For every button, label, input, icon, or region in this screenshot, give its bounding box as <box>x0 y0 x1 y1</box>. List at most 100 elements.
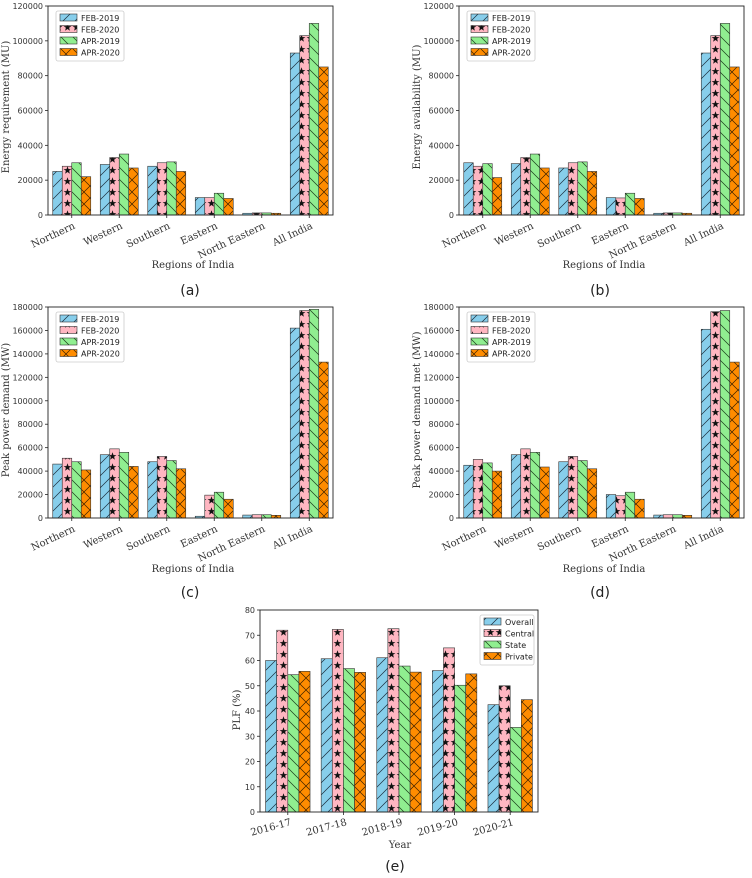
chart-c-category-label: Northern <box>30 524 78 554</box>
chart-d-bar <box>472 459 484 519</box>
chart-b-category-label: All India <box>681 221 725 249</box>
chart-b: 0 20000 40000 60000 80000 100000 120000 Norther… <box>412 2 745 299</box>
chart-d-axes-frame <box>458 306 745 519</box>
chart-a-ytick-label: 80000 <box>18 72 43 81</box>
chart-a: 0 20000 40000 60000 80000 100000 120000 Norther… <box>1 2 334 299</box>
chart-b-ylabel: Energy availability (MU) <box>412 44 423 169</box>
chart-c-ytick-label: 120000 <box>12 373 43 382</box>
chart-c-bar <box>109 448 120 519</box>
chart-e-ytick-label: 50 <box>245 682 255 691</box>
chart-b-category-label: Northern <box>441 221 489 251</box>
chart-b-bar <box>472 165 484 216</box>
chart-a-ytick-label: 20000 <box>18 176 43 185</box>
chart-b-ytick-label: 120000 <box>423 2 454 11</box>
chart-e-bar <box>521 699 533 813</box>
chart-c-ytick-label: 0 <box>38 514 43 523</box>
chart-c-bar <box>204 494 215 519</box>
chart-b-ytick-label: 40000 <box>429 141 454 150</box>
chart-d-legend-item: APR-2019 <box>470 337 531 347</box>
chart-b-bar <box>700 52 712 216</box>
chart-c-legend-item: APR-2019 <box>59 337 120 347</box>
chart-e-ytick-label: 30 <box>245 732 255 741</box>
chart-b-legend-label: FEB-2019 <box>492 14 530 23</box>
chart-c-ytick-label: 160000 <box>12 326 43 335</box>
chart-d-legend-label: FEB-2019 <box>492 315 530 324</box>
chart-e-legend-item: Central <box>483 629 534 639</box>
chart-b-bar <box>634 198 645 216</box>
chart-e-legend-label: Central <box>505 630 534 639</box>
chart-d-bar <box>482 462 493 519</box>
chart-d-bar <box>672 514 683 519</box>
chart-b-bar <box>615 197 626 216</box>
chart-a-ytick-label: 100000 <box>12 37 43 46</box>
chart-d-xlabel: Regions of India <box>563 564 646 575</box>
chart-d-category-label: All India <box>681 524 725 552</box>
chart-e-ytick-label: 40 <box>245 707 255 716</box>
chart-e-bar <box>487 704 500 813</box>
chart-d-bar <box>510 454 522 519</box>
chart-a-legend-item: APR-2020 <box>59 48 120 58</box>
chart-a-legend-item: FEB-2019 <box>59 13 119 23</box>
chart-e-bar <box>432 670 444 813</box>
chart-b-legend-label: APR-2019 <box>492 37 531 46</box>
chart-a-bar <box>318 66 329 216</box>
chart-e-category-label: 2017-18 <box>305 817 348 838</box>
chart-c-xlabel: Regions of India <box>152 564 235 575</box>
chart-a-bar <box>308 23 320 216</box>
chart-a-ytick-label: 0 <box>38 211 43 220</box>
chart-e-category-label: 2020-21 <box>472 817 515 838</box>
chart-e-bar <box>287 674 300 813</box>
chart-d-bar <box>491 470 503 519</box>
chart-e-xlabel: Year <box>388 840 412 851</box>
chart-c-bar <box>166 460 177 519</box>
chart-d-ytick-label: 20000 <box>429 491 454 500</box>
chart-c-category-label: Western <box>82 524 125 552</box>
chart-b-bar <box>577 161 588 216</box>
chart-e-bar <box>387 628 400 813</box>
chart-b-bar <box>586 171 598 216</box>
chart-d-bar <box>710 311 721 519</box>
chart-b-ytick-label: 100000 <box>423 37 454 46</box>
chart-e-bar <box>398 665 411 813</box>
chart-a-category-label: Northern <box>30 221 78 251</box>
chart-c-bar <box>128 466 139 519</box>
chart-e-caption: (e) <box>385 859 405 875</box>
chart-b-category-label: Western <box>493 221 536 249</box>
chart-d-bar <box>729 361 740 519</box>
chart-d-bar <box>700 328 712 519</box>
chart-c-legend-item: APR-2020 <box>59 349 120 359</box>
chart-d-ytick-label: 160000 <box>423 326 454 335</box>
chart-c-ylabel: Peak power demand (MW) <box>1 343 12 477</box>
chart-d-bar <box>539 466 550 519</box>
chart-c-bar <box>52 463 63 519</box>
chart-e-bar <box>409 671 422 813</box>
chart-a-bar <box>128 167 139 216</box>
chart-d-legend-item: FEB-2020 <box>470 326 530 336</box>
chart-c-bar <box>80 469 92 519</box>
chart-e-ytick-label: 10 <box>245 783 255 792</box>
chart-d-ytick-label: 80000 <box>429 420 454 429</box>
chart-a-bar <box>118 153 130 216</box>
chart-c-bar <box>118 452 130 519</box>
chart-d-bar <box>624 491 636 519</box>
chart-b-legend-label: APR-2020 <box>492 49 531 58</box>
chart-d-bar <box>586 468 598 519</box>
chart-d-legend-item: FEB-2019 <box>470 314 530 324</box>
chart-e-category-label: 2019-20 <box>416 817 459 838</box>
chart-b-bar <box>567 162 579 216</box>
chart-b-bar <box>529 153 541 216</box>
chart-d-bar <box>529 452 541 519</box>
chart-b-bar <box>710 35 721 216</box>
chart-d-legend-label: FEB-2020 <box>492 327 530 336</box>
chart-d-category-label: Southern <box>536 524 584 554</box>
chart-b-bar <box>510 163 522 216</box>
chart-d-legend-label: APR-2019 <box>492 338 531 347</box>
chart-d-ytick-label: 0 <box>449 514 454 523</box>
chart-a-category-label: Western <box>82 221 125 249</box>
chart-e-legend-label: Private <box>505 653 533 662</box>
chart-a-ytick-label: 40000 <box>18 141 43 150</box>
chart-e: 0 10 20 30 40 50 60 70 80 2016-17 2017-18 2018-19 20… <box>232 606 539 875</box>
chart-d-legend-item: APR-2020 <box>470 349 531 359</box>
chart-e-bar <box>320 658 333 813</box>
